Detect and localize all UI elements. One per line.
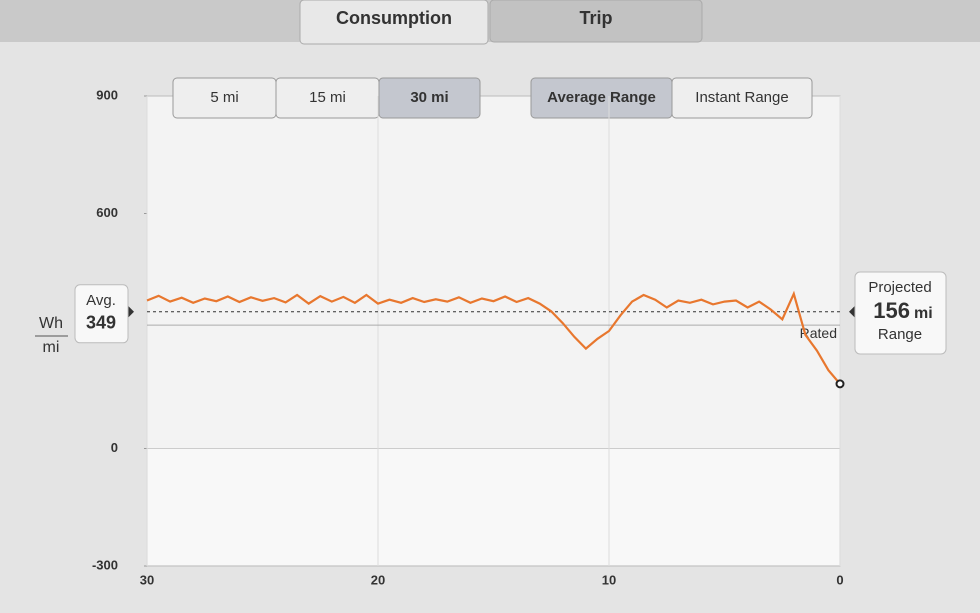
y-label-bottom: mi (43, 339, 60, 356)
button-group: 5 mi 15 mi 30 mi Average Range Instant Range (172, 77, 813, 119)
x-tick-label: 30 (140, 572, 154, 587)
y-label-top: Wh (39, 315, 63, 332)
avg-box (74, 284, 129, 344)
avg-pointer (128, 305, 134, 318)
tab[interactable] (489, 0, 703, 43)
button-label: Average Range (547, 89, 656, 106)
y-tick-label: 600 (96, 205, 118, 220)
x-tick-label: 20 (371, 572, 385, 587)
tab-active[interactable] (299, 0, 489, 45)
avg-label: Avg. (86, 292, 116, 309)
button-label: 5 mi (210, 89, 238, 106)
x-tick-label: 10 (602, 572, 616, 587)
button[interactable] (378, 77, 481, 119)
projected-box (854, 271, 947, 355)
consumption-line (146, 290, 841, 385)
button[interactable] (671, 77, 813, 119)
tab-label: Consumption (336, 8, 452, 28)
button-label: 30 mi (410, 89, 448, 106)
projected-caption: Range (878, 326, 922, 343)
tab-label: Trip (579, 8, 612, 28)
x-tick-label: 0 (836, 572, 843, 587)
y-tick-label: 900 (96, 87, 118, 102)
projected-pointer (849, 305, 855, 318)
projected-unit: mi (914, 305, 933, 322)
button-label: 15 mi (309, 89, 346, 106)
projected-label: Projected (868, 279, 931, 296)
y-tick-label: -300 (92, 557, 118, 572)
button-label: Instant Range (695, 89, 788, 106)
rated-label: Rated (800, 325, 837, 341)
projected-value: 156 (873, 298, 910, 323)
y-tick-label: 0 (111, 440, 118, 455)
negative-region (148, 448, 839, 565)
end-point (835, 379, 845, 389)
avg-value: 349 (86, 313, 116, 333)
